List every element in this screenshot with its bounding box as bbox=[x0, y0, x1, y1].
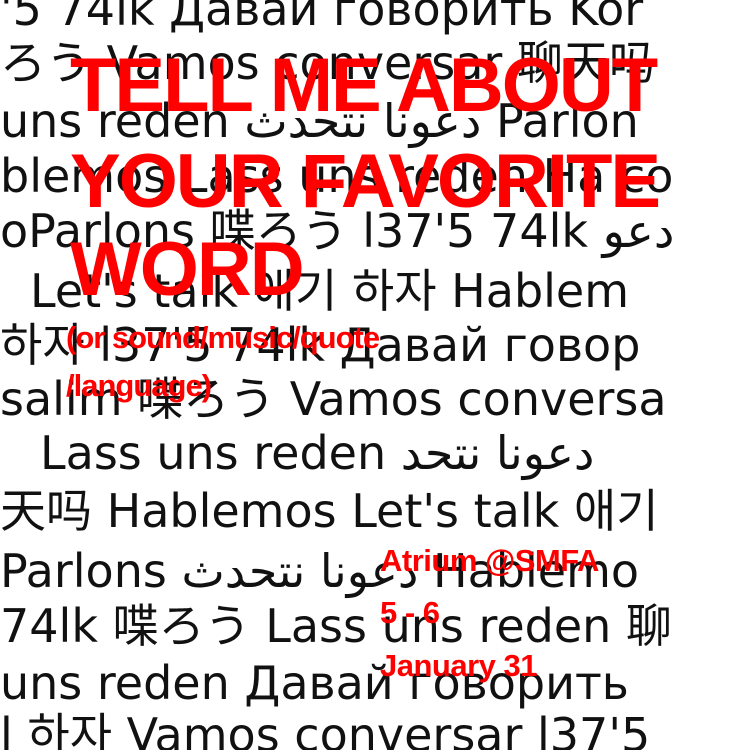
background-text-line: ろう Vamos conversar 聊天吗 bbox=[0, 36, 655, 90]
background-text-line: salim 喋ろう Vamos conversa bbox=[0, 372, 667, 426]
background-text-line: oParlons 喋ろう l37'5 74lk دعو bbox=[0, 204, 675, 258]
subtitle-line-2: /language) bbox=[66, 368, 212, 403]
headline-line-2: YOUR FAVORITE bbox=[70, 139, 661, 224]
background-text-line: Lass uns reden دعونا نتحد bbox=[40, 426, 595, 480]
background-text-line: 하자 l37'5 74lk Давай говор bbox=[0, 318, 641, 372]
event-location: Atrium @SMFA bbox=[380, 543, 599, 578]
subtitle-line-1: (or sound/music/quote bbox=[66, 320, 380, 355]
background-text-line: 74lk 喋ろう Lass uns reden 聊 bbox=[0, 599, 672, 653]
headline-line-3: WORD bbox=[70, 227, 305, 312]
headline-line-1: TELL ME ABOUT bbox=[70, 43, 658, 128]
background-text-line: blemos Lass uns reden Ha co bbox=[0, 149, 674, 203]
background-text-line: '5 74lk Давай говорить Kor bbox=[0, 0, 644, 36]
event-time: 5 - 6 bbox=[380, 595, 440, 630]
background-text-line: Parlons دعونا نتحدث Hablemo bbox=[0, 544, 640, 598]
background-text-line: 天吗 Hablemos Let's talk 애기 bbox=[0, 484, 659, 538]
background-text-line: uns reden Давай говорить bbox=[0, 656, 629, 710]
background-text-line: uns reden دعونا نتحدث Parlon bbox=[0, 94, 639, 148]
background-text-line: l 하자 Vamos conversar l37'5 bbox=[0, 708, 651, 750]
event-date: January 31 bbox=[380, 648, 538, 683]
background-text-line: Let's talk 애기 하자 Hablem bbox=[30, 264, 630, 318]
